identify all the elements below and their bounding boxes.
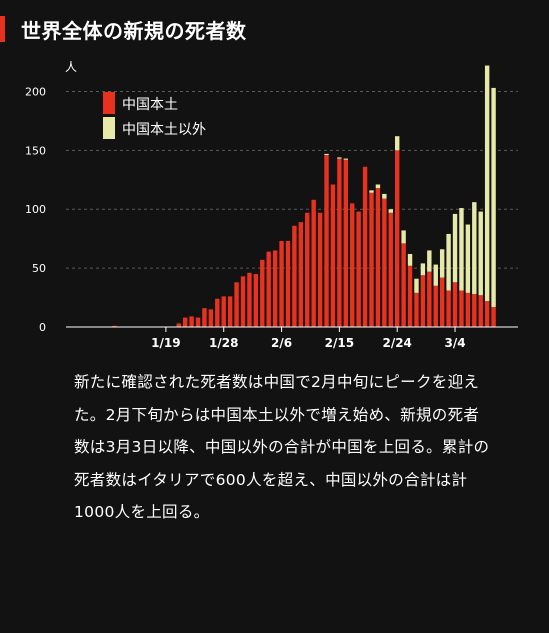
- death-count-chart: 0 50 100 150 200 人 1/19 1/28 2/6 2/15 2/24 3/4 中国本土中…: [25, 60, 518, 350]
- bar-china: [375, 188, 381, 327]
- bar-other: [382, 193, 387, 199]
- x-tick-label: 1/28: [209, 336, 238, 350]
- y-axis-label: 人: [65, 60, 77, 74]
- y-tick-label: 100: [25, 203, 46, 216]
- x-tick-label: 2/24: [382, 336, 411, 350]
- bar-other: [459, 208, 464, 291]
- bar-china: [459, 290, 464, 327]
- y-tick-label: 200: [25, 85, 46, 98]
- bar-china: [176, 323, 181, 327]
- legend-swatch-other: [103, 117, 115, 139]
- bar-china: [253, 274, 259, 327]
- y-tick-label: 150: [25, 144, 46, 157]
- bar-china: [433, 285, 438, 327]
- bar-china: [182, 317, 188, 327]
- bar-china: [395, 150, 400, 327]
- bar-other: [484, 65, 490, 302]
- title-accent-bar: [0, 16, 5, 42]
- bar-china: [279, 241, 284, 327]
- bar-china: [298, 222, 304, 327]
- legend-label-china: 中国本土: [122, 97, 178, 113]
- bar-other: [433, 264, 438, 286]
- bar-china: [330, 184, 336, 327]
- bar-china: [414, 292, 419, 327]
- bar-china: [272, 250, 278, 327]
- bar-other: [388, 209, 393, 213]
- y-tick-label: 50: [32, 262, 46, 275]
- caption-paragraph: 新たに確認された死者数は中国で2月中旬にピークを迎えた。2月下旬からは中国本土以…: [74, 373, 490, 521]
- bar-other: [369, 190, 374, 193]
- bar-other: [446, 233, 451, 291]
- x-tick-label: 1/19: [151, 336, 180, 350]
- bar-china: [356, 211, 361, 327]
- bar-other: [439, 249, 445, 278]
- bar-china: [446, 290, 451, 327]
- bar-china: [215, 298, 220, 327]
- x-tick-label: 3/4: [444, 336, 465, 350]
- x-tick-label: 2/15: [325, 336, 354, 350]
- bar-china: [491, 306, 496, 327]
- bar-other: [337, 157, 342, 159]
- bar-other: [427, 250, 432, 272]
- bar-china: [465, 292, 471, 327]
- bar-china: [285, 241, 291, 327]
- bar-other: [395, 136, 400, 151]
- bar-other: [478, 211, 483, 296]
- bar-china: [407, 265, 413, 327]
- bar-other: [420, 263, 426, 276]
- bar-china: [247, 272, 252, 327]
- bar-other: [401, 230, 406, 244]
- bar-other: [414, 278, 419, 293]
- bar-china: [478, 295, 483, 327]
- bar-china: [234, 282, 239, 327]
- bar-china: [195, 317, 201, 327]
- legend-label-other: 中国本土以外: [122, 122, 206, 138]
- bar-china: [305, 212, 310, 327]
- bar-other: [407, 253, 413, 266]
- bar-china: [350, 203, 355, 327]
- bar-other: [375, 184, 381, 189]
- legend-swatch-china: [103, 92, 115, 114]
- bar-china: [401, 243, 406, 327]
- bar-china: [189, 316, 194, 327]
- bar-china: [202, 308, 207, 327]
- bar-other: [324, 153, 329, 156]
- bar-china: [311, 199, 316, 327]
- bar-china: [266, 251, 271, 327]
- bar-china: [240, 276, 246, 327]
- bar-china: [484, 301, 490, 327]
- bar-china: [472, 294, 477, 327]
- bar-china: [227, 296, 233, 327]
- bar-other: [472, 202, 477, 295]
- bar-china: [388, 212, 393, 327]
- bar-other: [452, 213, 458, 283]
- bar-china: [221, 296, 226, 327]
- bar-china: [112, 325, 117, 327]
- bar-china: [260, 259, 265, 327]
- bar-china: [427, 271, 432, 327]
- bar-china: [343, 159, 348, 327]
- bar-china: [324, 155, 329, 327]
- bar-china: [208, 309, 214, 327]
- bar-china: [382, 198, 387, 327]
- bar-china: [420, 275, 426, 327]
- bar-other: [343, 158, 348, 160]
- bar-other: [465, 224, 471, 293]
- chart-title: 世界全体の新規の死者数: [21, 18, 247, 43]
- bar-china: [292, 225, 297, 327]
- x-tick-label: 2/6: [271, 336, 292, 350]
- bar-china: [362, 166, 368, 327]
- bar-china: [337, 158, 342, 327]
- bar-china: [439, 277, 445, 327]
- caption-text: 新たに確認された死者数は中国で2月中旬にピークを迎えた。2月下旬からは中国本土以…: [74, 366, 494, 529]
- title-block: 世界全体の新規の死者数: [0, 14, 247, 44]
- bar-other: [491, 87, 496, 307]
- bar-china: [452, 282, 458, 327]
- bar-china: [369, 192, 374, 327]
- bar-china: [317, 212, 323, 327]
- y-tick-label: 0: [39, 321, 46, 334]
